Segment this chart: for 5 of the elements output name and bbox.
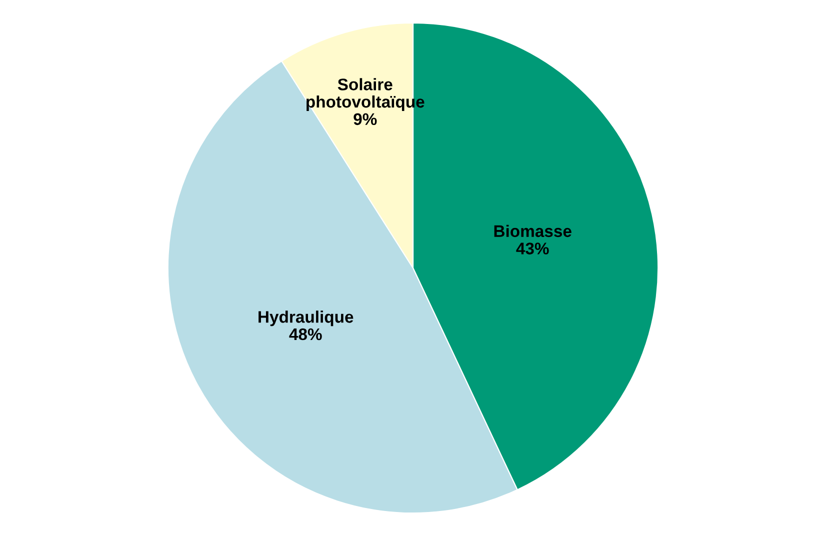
- slice-label: Biomasse: [494, 224, 572, 238]
- slice-label: Hydraulique: [258, 310, 354, 326]
- data-label: 9%: [354, 113, 377, 126]
- data-label: 43%: [516, 242, 549, 254]
- data-label: 48%: [289, 328, 322, 340]
